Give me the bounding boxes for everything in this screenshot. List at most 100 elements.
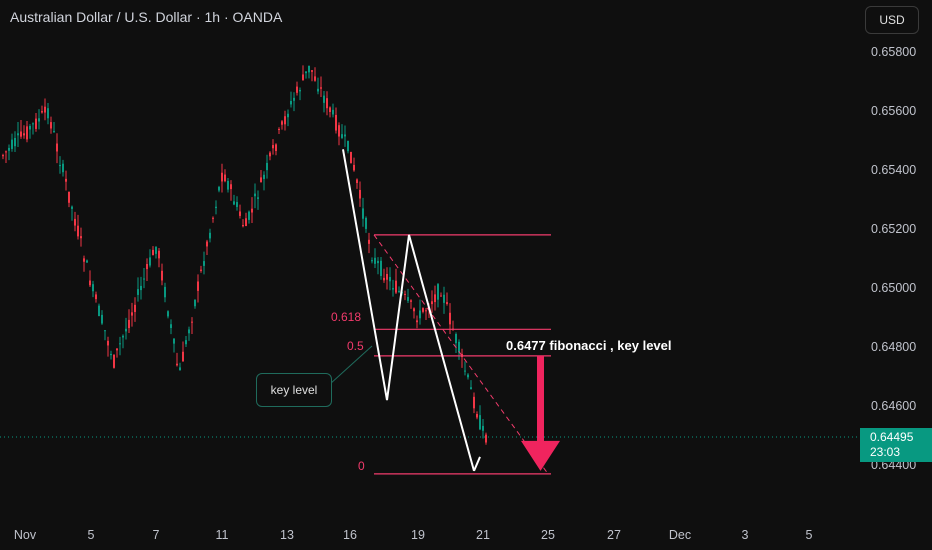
candle-body [350,151,352,164]
candle-body [134,304,136,312]
currency-button[interactable]: USD [865,6,919,34]
candle-body [131,312,133,316]
candle-body [260,177,262,183]
candle-body [152,249,154,256]
fib-label-05: 0.5 [347,339,364,353]
candle-body [281,121,283,125]
zigzag-pattern [342,149,475,472]
key-level-callout[interactable]: key level [256,373,332,407]
y-tick-label: 0.65800 [871,45,917,59]
candle-body [11,139,13,149]
candle-body [470,387,472,390]
x-tick-label: 11 [215,528,229,542]
candle-body [14,137,16,147]
candle-body [38,118,40,122]
candle-body [269,152,271,157]
candle-body [101,314,103,324]
candle-body [323,95,325,103]
candle-body [326,98,328,109]
candle-body [308,65,310,73]
candle-body [155,246,157,254]
x-tick-label: 5 [87,528,95,542]
candle-body [245,218,247,227]
candle-body [83,258,85,262]
candle-body [29,125,31,130]
fib-key-level-note: 0.6477 fibonacci , key level [506,338,672,353]
candle-body [434,294,436,303]
candle-body [206,241,208,247]
candle-body [443,294,445,303]
candle-body [449,312,451,325]
candle-body [68,191,70,203]
candle-body [65,178,67,182]
candle-body [275,144,277,152]
candle-body [266,162,268,171]
candle-body [473,396,475,409]
candle-body [197,281,199,291]
candle-body [116,348,118,351]
candle-body [188,329,190,334]
candle-body [431,301,433,305]
candle-body [161,270,163,281]
candle-body [479,415,481,430]
candle-body [377,260,379,264]
candle-body [455,334,457,344]
fib-trend-line [373,234,549,475]
candle-body [320,87,322,89]
candle-body [374,257,376,264]
candle-countdown: 23:03 [870,445,901,459]
candle-body [194,300,196,307]
candle-body [32,123,34,125]
candle-body [239,211,241,216]
candle-body [287,113,289,118]
candle-body [233,201,235,205]
candle-body [371,260,373,262]
candle-body [215,206,217,209]
candle-body [290,100,292,105]
candle-body [278,129,280,131]
x-tick-label: 19 [411,528,425,542]
candle-body [359,189,361,199]
candle-body [383,277,385,281]
candle-body [368,239,370,244]
candle-body [146,264,148,270]
pattern-tail [473,456,481,472]
candle-body [44,106,46,113]
candle-body [299,89,301,92]
candle-body [170,324,172,328]
candle-body [293,97,295,101]
candle-body [80,236,82,239]
candle-body [458,341,460,353]
candle-body [71,206,73,209]
down-arrow [521,355,560,471]
candle-body [314,76,316,81]
x-tick-label: 16 [343,528,357,542]
candle-body [416,320,418,323]
candle-body [485,434,487,443]
candle-body [158,250,160,259]
candle-body [8,147,10,151]
candle-body [17,133,19,136]
y-tick-label: 0.64600 [871,399,917,413]
candle-body [200,269,202,271]
candle-body [254,193,256,197]
candle-body [20,131,22,137]
candle-body [98,305,100,317]
candle-body [128,319,130,329]
candle-body [140,285,142,291]
candle-body [74,218,76,226]
candle-body [332,109,334,115]
candle-body [476,414,478,418]
candle-body [284,116,286,125]
candle-body [347,140,349,152]
candle-body [227,180,229,190]
candle-body [467,374,469,378]
candle-body [356,179,358,183]
candle-body [50,122,52,129]
candle-body [191,321,193,323]
candle-body [392,288,394,290]
candle-body [248,211,250,220]
candle-body [296,86,298,93]
y-tick-label: 0.65000 [871,281,917,295]
